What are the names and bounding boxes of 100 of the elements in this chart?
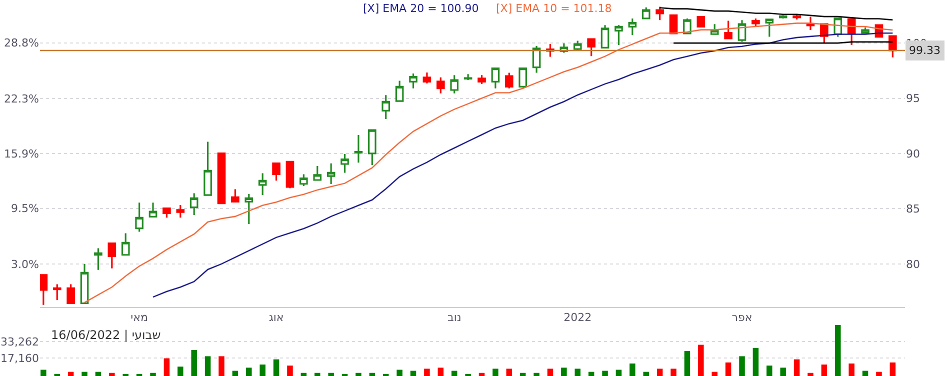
candlestick: [313, 165, 322, 181]
bar: [821, 364, 828, 376]
candlestick: [806, 16, 815, 31]
bar: [40, 370, 46, 376]
bar: [547, 368, 554, 376]
candlestick: [326, 162, 336, 185]
candlestick: [94, 247, 102, 271]
candlestick: [217, 152, 226, 204]
bar: [766, 366, 772, 376]
y2-tick-label: 3.0%: [11, 258, 39, 271]
candlestick: [504, 72, 514, 90]
candlestick: [382, 94, 390, 120]
candlestick: [778, 14, 788, 20]
bar: [561, 368, 567, 376]
candlestick: [121, 232, 130, 256]
candlestick: [66, 283, 75, 304]
y-tick-label: 85: [906, 202, 920, 216]
bar: [588, 372, 594, 376]
bar: [698, 344, 704, 376]
y-tick-label: 95: [906, 92, 920, 106]
candlestick: [532, 45, 541, 74]
x-tick-label: 2022: [564, 311, 592, 324]
candlestick: [861, 26, 870, 34]
bar: [602, 370, 608, 376]
bar: [109, 372, 115, 376]
candlestick: [478, 74, 486, 85]
candlestick: [792, 13, 801, 20]
candlestick: [272, 162, 280, 182]
bar: [848, 364, 854, 376]
candlestick: [573, 40, 582, 52]
candlestick: [244, 193, 254, 225]
bar: [712, 372, 718, 376]
candlestick: [148, 202, 158, 218]
text: [X] EMA 20 = 100.90: [363, 2, 479, 15]
bar: [191, 350, 197, 376]
candlestick: [108, 242, 116, 270]
candlestick: [176, 204, 185, 218]
x-tick-label: נוב: [447, 311, 462, 324]
candlestick: [614, 24, 623, 46]
bar: [204, 356, 211, 376]
bar: [520, 372, 526, 376]
x-tick-label: מאי: [130, 311, 148, 324]
bar: [178, 366, 184, 376]
y-tick-label: 33,262: [0, 335, 39, 348]
bar: [68, 372, 74, 376]
candlestick: [450, 74, 459, 94]
bar: [218, 356, 224, 376]
bar: [835, 325, 841, 376]
candlestick: [40, 274, 48, 306]
bar: [670, 368, 676, 376]
line-series: [659, 7, 894, 21]
bar: [232, 370, 238, 376]
candlestick: [888, 35, 897, 58]
bar: [150, 372, 156, 376]
bar: [369, 372, 376, 376]
candlestick: [258, 172, 267, 196]
candlestick: [52, 283, 62, 301]
bar: [246, 368, 252, 376]
candlestick: [368, 129, 376, 166]
candlestick: [300, 173, 308, 187]
candlestick: [422, 72, 432, 84]
bar: [794, 359, 800, 376]
bar: [890, 362, 896, 376]
candlestick: [696, 16, 706, 28]
bar: [451, 370, 458, 376]
y2-tick-label: 15.9%: [4, 147, 39, 160]
bar: [643, 372, 649, 376]
text: [X] EMA 10 = 101.18: [496, 2, 612, 15]
candlestick: [656, 6, 664, 21]
candlestick: [587, 38, 596, 57]
bar: [287, 366, 293, 376]
bar: [876, 372, 882, 376]
candlestick: [752, 18, 760, 28]
y-tick-label: 90: [906, 147, 920, 160]
candlestick: [231, 188, 240, 202]
candlestick: [80, 263, 89, 304]
bar: [616, 370, 622, 376]
bar: [260, 364, 266, 376]
bar: [328, 372, 334, 376]
annotation: שבועי | 16/06/2022: [51, 328, 161, 342]
bar: [574, 368, 581, 376]
candlestick: [162, 207, 171, 218]
bar: [478, 372, 485, 376]
bar: [356, 372, 362, 376]
candlestick: [491, 68, 500, 90]
x-tick-label: אפר: [732, 311, 752, 324]
candlestick: [600, 24, 610, 49]
bar: [506, 368, 512, 376]
candlestick: [204, 140, 212, 196]
y-tick-label: 80: [906, 258, 920, 271]
bar: [300, 372, 307, 376]
candlestick: [190, 192, 198, 216]
bar: [410, 370, 416, 376]
bar: [534, 372, 540, 376]
y2-tick-label: 22.3%: [4, 92, 39, 106]
bar: [438, 368, 444, 376]
bar: [82, 372, 88, 376]
candlestick: [286, 160, 294, 190]
candlestick: [518, 68, 527, 88]
bar: [739, 356, 745, 376]
